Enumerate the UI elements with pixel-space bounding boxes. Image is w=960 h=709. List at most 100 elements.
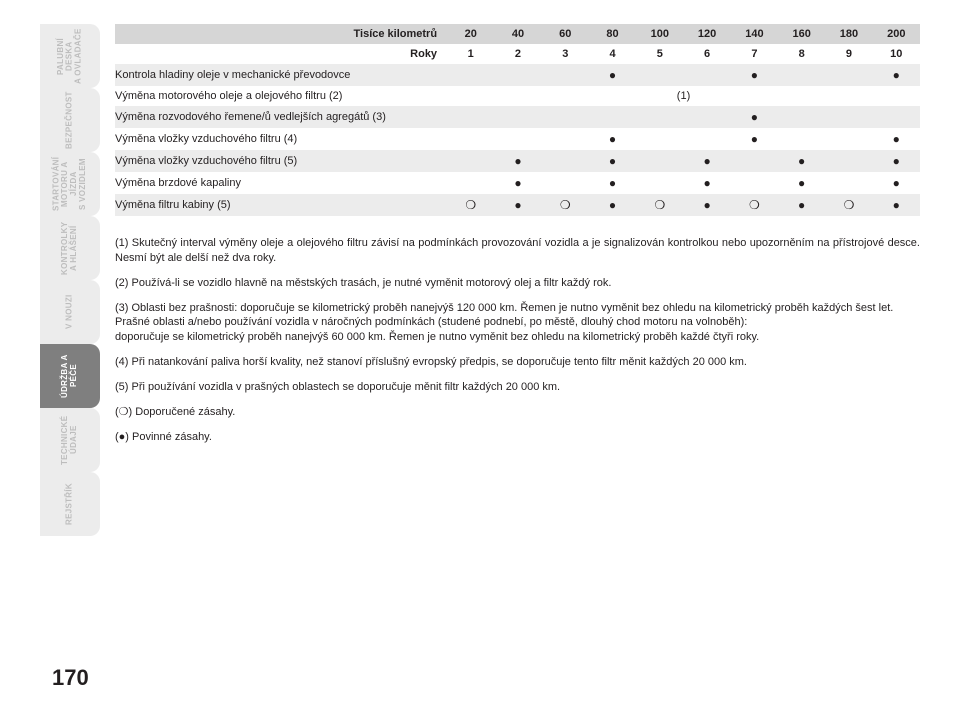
header-year-4: 5 bbox=[636, 44, 683, 64]
header-year-9: 10 bbox=[873, 44, 920, 64]
empty-cell bbox=[542, 128, 589, 150]
page-number: 170 bbox=[52, 665, 89, 691]
header-year-1: 2 bbox=[494, 44, 541, 64]
tab-emergency[interactable]: V NOUZI bbox=[40, 280, 100, 344]
empty-cell bbox=[731, 150, 778, 172]
header-km-5: 120 bbox=[683, 24, 730, 44]
hollow-dot-icon: ❍ bbox=[731, 194, 778, 216]
hollow-dot-icon: ❍ bbox=[542, 194, 589, 216]
header-km-2: 60 bbox=[542, 24, 589, 44]
hollow-dot-icon: ❍ bbox=[636, 194, 683, 216]
hollow-dot-icon: ❍ bbox=[825, 194, 872, 216]
empty-cell bbox=[825, 64, 872, 86]
solid-dot-icon: ● bbox=[589, 194, 636, 216]
section-tabs: PALUBNÍ DESKAA OVLADAČE BEZPEČNOST START… bbox=[40, 24, 100, 536]
tab-dashboard[interactable]: PALUBNÍ DESKAA OVLADAČE bbox=[40, 24, 100, 88]
table-row: Výměna rozvodového řemene/ů vedlejších a… bbox=[115, 106, 920, 128]
empty-cell bbox=[447, 128, 494, 150]
empty-cell bbox=[636, 150, 683, 172]
empty-cell bbox=[494, 106, 541, 128]
row-label: Výměna vložky vzduchového filtru (5) bbox=[115, 150, 447, 172]
solid-dot-icon: ● bbox=[683, 150, 730, 172]
empty-cell bbox=[683, 128, 730, 150]
solid-dot-icon: ● bbox=[683, 172, 730, 194]
tab-safety[interactable]: BEZPEČNOST bbox=[40, 88, 100, 152]
header-km-6: 140 bbox=[731, 24, 778, 44]
header-km-7: 160 bbox=[778, 24, 825, 44]
solid-dot-icon: ● bbox=[731, 128, 778, 150]
empty-cell bbox=[636, 172, 683, 194]
solid-dot-icon: ● bbox=[873, 150, 920, 172]
empty-cell bbox=[542, 172, 589, 194]
note-3: (3) Oblasti bez prašnosti: doporučuje se… bbox=[115, 301, 920, 346]
row-label: Výměna rozvodového řemene/ů vedlejších a… bbox=[115, 106, 447, 128]
note-2: (2) Používá-li se vozidlo hlavně na měst… bbox=[115, 276, 920, 291]
tab-index[interactable]: REJSTŘÍK bbox=[40, 472, 100, 536]
empty-cell bbox=[636, 106, 683, 128]
table-row: Výměna brzdové kapaliny●●●●● bbox=[115, 172, 920, 194]
empty-cell bbox=[825, 172, 872, 194]
header-year-0: 1 bbox=[447, 44, 494, 64]
tab-maintenance[interactable]: ÚDRŽBA A PÉČE bbox=[40, 344, 100, 408]
header-year-6: 7 bbox=[731, 44, 778, 64]
note-4: (4) Při natankování paliva horší kvality… bbox=[115, 355, 920, 370]
solid-dot-icon: ● bbox=[589, 64, 636, 86]
notes-block: (1) Skutečný interval výměny oleje a ole… bbox=[115, 236, 920, 444]
solid-dot-icon: ● bbox=[589, 128, 636, 150]
solid-dot-icon: ● bbox=[589, 172, 636, 194]
empty-cell bbox=[636, 128, 683, 150]
row-label: Výměna vložky vzduchového filtru (4) bbox=[115, 128, 447, 150]
empty-cell bbox=[778, 106, 825, 128]
table-row: Výměna vložky vzduchového filtru (4)●●● bbox=[115, 128, 920, 150]
empty-cell bbox=[873, 106, 920, 128]
tab-warning-lights[interactable]: KONTROLKYA HLÁŠENÍ bbox=[40, 216, 100, 280]
solid-dot-icon: ● bbox=[494, 172, 541, 194]
empty-cell bbox=[542, 64, 589, 86]
table-row: Výměna vložky vzduchového filtru (5) ● ● ● ●… bbox=[115, 150, 920, 172]
table-row: Výměna motorového oleje a olejového filt… bbox=[115, 86, 920, 106]
header-km-3: 80 bbox=[589, 24, 636, 44]
empty-cell bbox=[494, 64, 541, 86]
tab-starting[interactable]: STARTOVÁNÍMOTORU A JÍZDAS VOZIDLEM bbox=[40, 152, 100, 216]
table-row: Kontrola hladiny oleje v mechanické přev… bbox=[115, 64, 920, 86]
solid-dot-icon: ● bbox=[589, 150, 636, 172]
row-label: Výměna motorového oleje a olejového filt… bbox=[115, 86, 447, 106]
header-year-2: 3 bbox=[542, 44, 589, 64]
solid-dot-icon: ● bbox=[731, 64, 778, 86]
empty-cell bbox=[447, 172, 494, 194]
empty-cell bbox=[589, 106, 636, 128]
solid-dot-icon: ● bbox=[873, 172, 920, 194]
empty-cell bbox=[683, 64, 730, 86]
header-year-3: 4 bbox=[589, 44, 636, 64]
header-km-4: 100 bbox=[636, 24, 683, 44]
empty-cell bbox=[447, 64, 494, 86]
hollow-dot-icon: ❍ bbox=[447, 194, 494, 216]
empty-cell bbox=[542, 106, 589, 128]
solid-dot-icon: ● bbox=[778, 194, 825, 216]
solid-dot-icon: ● bbox=[494, 194, 541, 216]
tab-tech-data[interactable]: TECHNICKÉ ÚDAJE bbox=[40, 408, 100, 472]
header-row-km: Tisíce kilometrů 20 40 60 80 100 120 140… bbox=[115, 24, 920, 44]
note-6: (❍) Doporučené zásahy. bbox=[115, 405, 920, 420]
empty-cell bbox=[825, 106, 872, 128]
empty-cell bbox=[542, 150, 589, 172]
table-row: Výměna filtru kabiny (5)❍●❍●❍●❍●❍● bbox=[115, 194, 920, 216]
header-km-0: 20 bbox=[447, 24, 494, 44]
header-year-7: 8 bbox=[778, 44, 825, 64]
empty-cell bbox=[494, 128, 541, 150]
empty-cell bbox=[447, 106, 494, 128]
maintenance-table: Tisíce kilometrů 20 40 60 80 100 120 140… bbox=[115, 24, 920, 216]
empty-cell bbox=[778, 128, 825, 150]
solid-dot-icon: ● bbox=[778, 150, 825, 172]
solid-dot-icon: ● bbox=[683, 194, 730, 216]
empty-cell bbox=[447, 150, 494, 172]
empty-cell bbox=[636, 64, 683, 86]
header-km-9: 200 bbox=[873, 24, 920, 44]
empty-cell bbox=[731, 172, 778, 194]
note-5: (5) Při používání vozidla v prašných obl… bbox=[115, 380, 920, 395]
header-row-years: Roky 1 2 3 4 5 6 7 8 9 10 bbox=[115, 44, 920, 64]
solid-dot-icon: ● bbox=[873, 64, 920, 86]
header-km-label: Tisíce kilometrů bbox=[115, 24, 447, 44]
solid-dot-icon: ● bbox=[731, 106, 778, 128]
header-years-label: Roky bbox=[115, 44, 447, 64]
